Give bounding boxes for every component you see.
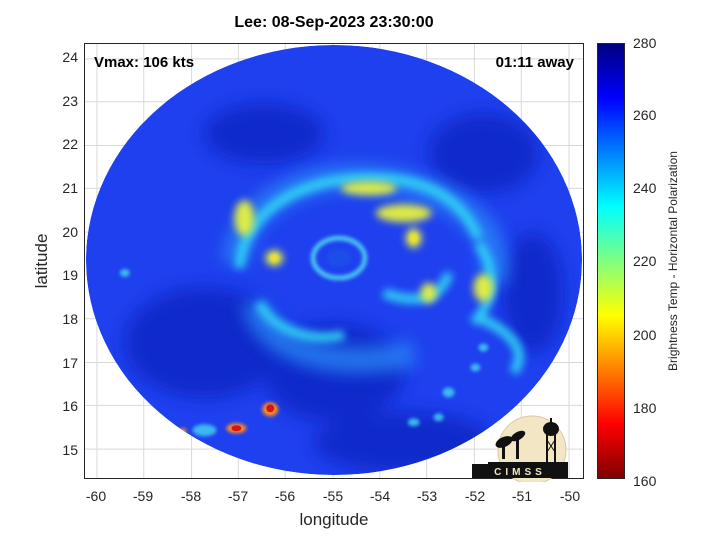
colorbar-tick-label: 280	[633, 35, 657, 51]
y-tick-label: 22	[62, 136, 78, 152]
y-tick-label: 20	[62, 224, 78, 240]
x-tick-label: -59	[132, 488, 154, 504]
x-tick-label: -51	[511, 488, 533, 504]
x-tick-label: -60	[85, 488, 107, 504]
colorbar-label: Brightness Temp - Horizontal Polarizatio…	[666, 151, 680, 371]
y-axis-label: latitude	[32, 233, 51, 289]
x-tick-label: -58	[180, 488, 202, 504]
y-tick-label: 15	[62, 442, 78, 458]
y-tick-label: 19	[62, 267, 78, 283]
plot-title: Lee: 08-Sep-2023 23:30:00	[234, 14, 434, 31]
microwave-swath	[85, 44, 583, 476]
x-tick-label: -53	[416, 488, 438, 504]
colorbar-tick-label: 160	[633, 473, 657, 489]
y-tick-label: 18	[62, 311, 78, 327]
colorbar-tick-label: 180	[633, 400, 657, 416]
colorbar-tick-label: 260	[633, 107, 657, 123]
y-tick-label: 24	[62, 49, 78, 65]
x-tick-label: -54	[369, 488, 391, 504]
y-tick-label: 17	[62, 355, 78, 371]
x-tick-label: -50	[559, 488, 581, 504]
colorbar-tick-label: 240	[633, 180, 657, 196]
y-tick-label: 21	[62, 180, 78, 196]
cimss-logo-text: CIMSS	[494, 467, 546, 478]
time-offset-label: 01:11 away	[495, 54, 574, 71]
colorbar-tick-label: 200	[633, 327, 657, 343]
map-plot-area: Vmax: 106 kts 01:11 away	[84, 43, 584, 479]
x-tick-label: -56	[274, 488, 296, 504]
x-tick-label: -52	[464, 488, 486, 504]
colorbar	[597, 43, 625, 479]
x-tick-label: -57	[227, 488, 249, 504]
cimss-logo: CIMSS	[472, 415, 568, 482]
x-tick-label: -55	[322, 488, 344, 504]
colorbar-tick-label: 220	[633, 253, 657, 269]
y-tick-label: 16	[62, 398, 78, 414]
x-axis-label: longitude	[299, 510, 369, 529]
vmax-label: Vmax: 106 kts	[94, 54, 195, 71]
brightness-temp-map	[85, 44, 583, 478]
y-tick-label: 23	[62, 93, 78, 109]
